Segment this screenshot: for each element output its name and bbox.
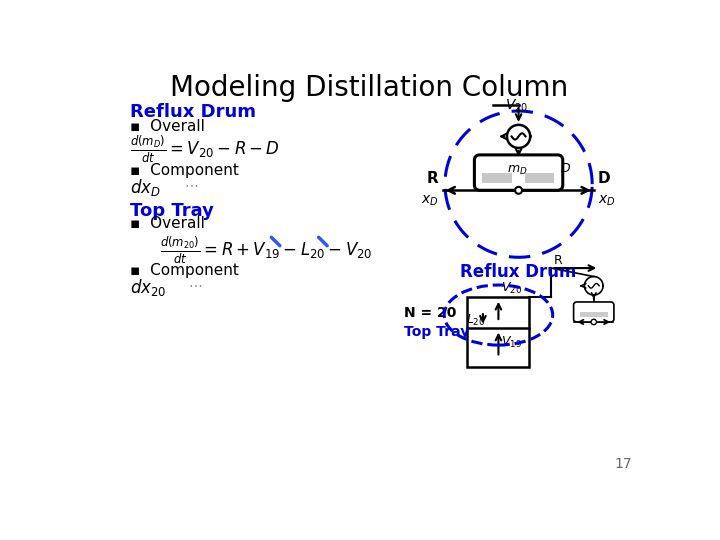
Text: ▪  Overall: ▪ Overall xyxy=(130,119,205,134)
Text: 17: 17 xyxy=(615,457,632,471)
Bar xyxy=(525,173,554,184)
Text: ▪  Component: ▪ Component xyxy=(130,163,239,178)
Text: ▪  Overall: ▪ Overall xyxy=(130,217,205,232)
Text: $L_{20}$: $L_{20}$ xyxy=(466,313,486,328)
Text: $x_D$: $x_D$ xyxy=(598,193,616,208)
Text: $D$: $D$ xyxy=(560,162,572,176)
Text: $V_{20}$: $V_{20}$ xyxy=(505,97,528,113)
FancyBboxPatch shape xyxy=(474,155,563,190)
Text: N = 20: N = 20 xyxy=(404,306,456,320)
Text: D: D xyxy=(598,171,611,186)
FancyBboxPatch shape xyxy=(574,302,614,322)
Text: ▪  Component: ▪ Component xyxy=(130,262,239,278)
Text: Top Tray: Top Tray xyxy=(130,202,214,220)
Circle shape xyxy=(591,319,596,325)
Text: $m_D$: $m_D$ xyxy=(507,164,527,177)
Bar xyxy=(467,298,529,367)
Text: $\frac{d(m_{20})}{dt} = R + V_{19} - L_{20} - V_{20}$: $\frac{d(m_{20})}{dt} = R + V_{19} - L_{… xyxy=(160,234,372,266)
Text: R: R xyxy=(554,254,563,267)
Text: Top Tray: Top Tray xyxy=(404,325,469,339)
Circle shape xyxy=(515,187,522,194)
Text: $dx_{20}$: $dx_{20}$ xyxy=(130,278,167,298)
Text: $x_D$: $x_D$ xyxy=(421,193,438,208)
Text: $V_{20}$: $V_{20}$ xyxy=(500,281,522,296)
Text: R: R xyxy=(427,171,438,186)
Text: Modeling Distillation Column: Modeling Distillation Column xyxy=(170,74,568,102)
Bar xyxy=(482,173,512,184)
Text: Reflux Drum: Reflux Drum xyxy=(130,103,256,122)
Text: $\quad \cdots$: $\quad \cdots$ xyxy=(175,278,203,291)
Text: $V_{19}$: $V_{19}$ xyxy=(500,335,522,350)
Text: Reflux Drum: Reflux Drum xyxy=(460,264,577,281)
Text: $\frac{d(m_D)}{dt} = V_{20} - R - D$: $\frac{d(m_D)}{dt} = V_{20} - R - D$ xyxy=(130,134,280,165)
Text: $\quad \cdots$: $\quad \cdots$ xyxy=(171,177,199,191)
Text: $dx_D$: $dx_D$ xyxy=(130,177,161,198)
Bar xyxy=(580,312,608,318)
